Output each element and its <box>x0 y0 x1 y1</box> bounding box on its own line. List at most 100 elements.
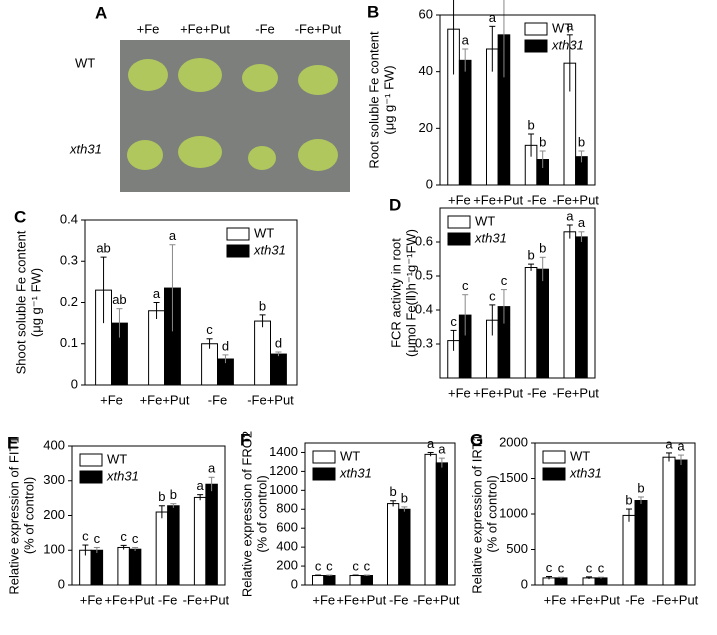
y-tick-label: 0 <box>291 576 298 591</box>
legend-swatch <box>226 244 250 258</box>
error-bar <box>558 576 564 579</box>
significance-letter: b <box>637 480 644 495</box>
significance-letter: c <box>598 561 605 576</box>
error-bar <box>586 576 592 579</box>
significance-letter: c <box>501 273 508 288</box>
y-tick-label: 0.3 <box>415 335 433 350</box>
legend-label: xth31 <box>569 465 602 480</box>
y-tick-label: 0 <box>58 576 65 591</box>
y-axis-label: Relative expression of FIT1 <box>6 436 21 594</box>
bar <box>201 343 219 386</box>
x-tick-label: -Fe <box>389 592 409 607</box>
x-tick-label: -Fe <box>625 592 645 607</box>
error-bar <box>153 302 160 319</box>
error-bar <box>169 244 176 332</box>
x-tick-label: +Fe+Put <box>140 392 190 407</box>
error-bar <box>578 150 585 163</box>
significance-letter: d <box>275 335 282 350</box>
y-axis-label: (μg g⁻¹ FW) <box>28 268 43 337</box>
error-bar <box>197 494 204 501</box>
bar <box>270 353 287 386</box>
bar <box>554 577 568 586</box>
y-tick-label: 2000 <box>499 434 528 449</box>
axis-frame <box>71 445 226 586</box>
significance-letter: c <box>82 528 89 543</box>
error-bar <box>566 34 573 92</box>
y-tick-label: 300 <box>43 472 65 487</box>
significance-letter: b <box>539 134 546 149</box>
error-bar <box>222 354 229 364</box>
y-tick-label: 60 <box>419 6 433 21</box>
bar <box>424 453 437 586</box>
legend-swatch <box>524 22 548 36</box>
error-bar <box>390 500 397 507</box>
y-tick-label: 40 <box>419 63 433 78</box>
error-bar <box>259 314 266 328</box>
significance-letter: b <box>539 241 546 256</box>
bar <box>205 483 218 586</box>
x-tick-label: +Fe+Put <box>473 385 523 400</box>
y-tick-label: 400 <box>43 437 65 452</box>
significance-letter: a <box>566 208 574 223</box>
error-bar <box>539 256 546 282</box>
x-tick-label: -Fe+Put <box>552 385 599 400</box>
x-tick-label: +Fe <box>448 192 471 207</box>
x-tick-label: +Fe <box>448 385 471 400</box>
error-bar <box>578 231 585 242</box>
y-tick-label: 400 <box>276 539 298 554</box>
bar <box>167 505 180 586</box>
significance-letter: a <box>197 478 205 493</box>
legend-label: xth31 <box>253 242 286 257</box>
bar <box>349 575 362 586</box>
bar <box>524 267 538 379</box>
panel-letter: E <box>7 433 18 452</box>
y-tick-label: 1400 <box>269 444 298 459</box>
significance-letter: b <box>578 134 585 149</box>
y-tick-label: 0.1 <box>60 335 78 350</box>
photo-column-label: +Fe <box>137 21 160 36</box>
x-tick-label: -Fe+Put <box>247 392 294 407</box>
significance-letter: b <box>527 248 534 263</box>
bar <box>563 231 577 379</box>
y-tick-label: 0.3 <box>60 253 78 268</box>
y-tick-label: 20 <box>419 120 433 135</box>
error-bar <box>82 544 89 556</box>
bar <box>323 575 336 586</box>
x-tick-label: -Fe+Put <box>552 192 599 207</box>
y-tick-label: 1500 <box>499 470 528 485</box>
error-bar <box>450 329 457 351</box>
y-tick-label: 500 <box>506 541 528 556</box>
legend-swatch <box>312 450 336 464</box>
bar <box>312 575 325 586</box>
error-bar <box>462 48 469 72</box>
y-tick-label: 1200 <box>269 463 298 478</box>
x-tick-label: -Fe <box>158 592 178 607</box>
error-bar <box>500 289 507 324</box>
bar <box>634 500 648 586</box>
significance-letter: c <box>462 278 469 293</box>
error-bar <box>453 0 455 75</box>
photo-row-label: xth31 <box>69 141 102 156</box>
panel-letter: A <box>95 3 107 22</box>
x-tick-label: -Fe <box>527 192 547 207</box>
y-axis-label: (% of control) <box>21 477 36 554</box>
significance-letter: c <box>546 560 553 575</box>
bar <box>117 546 130 586</box>
significance-letter: c <box>364 558 371 573</box>
panel-letter: G <box>470 430 483 449</box>
x-tick-label: +Fe+Put <box>473 192 523 207</box>
bar <box>128 548 142 586</box>
x-tick-label: -Fe <box>208 392 228 407</box>
error-bar <box>438 457 445 468</box>
y-tick-label: 0.4 <box>415 301 433 316</box>
panel-letter: B <box>367 2 379 21</box>
photo-column-label: -Fe <box>255 21 275 36</box>
panel-letter: F <box>240 430 250 449</box>
y-axis-label: Relative expression of FRO2 <box>239 431 254 597</box>
bar <box>360 575 373 586</box>
bar <box>155 511 169 586</box>
axis-frame <box>534 442 696 586</box>
legend-label: xth31 <box>474 230 507 245</box>
significance-letter: c <box>450 314 457 329</box>
significance-letter: c <box>326 558 333 573</box>
